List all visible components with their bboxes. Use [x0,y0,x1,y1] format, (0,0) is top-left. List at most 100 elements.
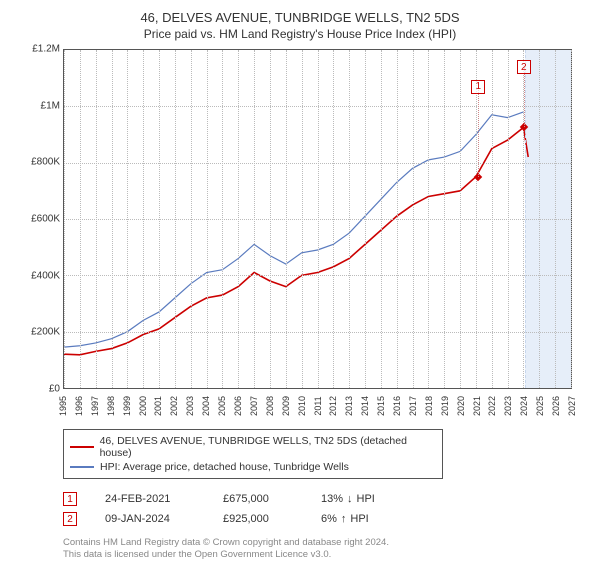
gridline-v [381,50,382,388]
x-axis-label: 2025 [535,396,545,416]
gridline-v [80,50,81,388]
x-axis-label: 2002 [169,396,179,416]
plot-region: 12 [63,49,572,389]
sale-price: £675,000 [223,493,293,505]
hpi-label: HPI [357,493,375,505]
gridline-v [207,50,208,388]
gridline-v [476,50,477,388]
y-axis-label: £0 [18,384,60,395]
gridline-v [333,50,334,388]
gridline-v [444,50,445,388]
gridline-v [302,50,303,388]
series-price_paid [64,127,528,354]
gridline-v [397,50,398,388]
x-axis-label: 1999 [122,396,132,416]
y-axis-label: £400K [18,270,60,281]
x-axis-label: 2006 [233,396,243,416]
legend-row: 46, DELVES AVENUE, TUNBRIDGE WELLS, TN2 … [70,434,436,460]
sale-date: 24-FEB-2021 [105,493,195,505]
gridline-v [460,50,461,388]
footer: Contains HM Land Registry data © Crown c… [63,537,582,562]
sale-price: £925,000 [223,513,293,525]
x-axis-label: 2001 [153,396,163,416]
x-axis-label: 2013 [344,396,354,416]
legend-text: HPI: Average price, detached house, Tunb… [100,461,349,473]
gridline-v [127,50,128,388]
footer-line1: Contains HM Land Registry data © Crown c… [63,537,582,549]
sale-row-marker: 1 [63,492,77,506]
y-axis-label: £800K [18,157,60,168]
x-axis-label: 2018 [424,396,434,416]
gridline-v [64,50,65,388]
gridline-v [159,50,160,388]
gridline-v [112,50,113,388]
gridline-v [428,50,429,388]
y-axis-label: £1.2M [18,44,60,55]
x-axis-label: 2014 [360,396,370,416]
gridline-v [413,50,414,388]
gridline-v [555,50,556,388]
x-axis-label: 2012 [328,396,338,416]
x-axis-label: 2017 [408,396,418,416]
x-axis-label: 2016 [392,396,402,416]
gridline-v [96,50,97,388]
sale-marker-label: 2 [517,60,531,74]
x-axis-label: 2005 [217,396,227,416]
hpi-label: HPI [350,513,368,525]
x-axis-label: 2008 [265,396,275,416]
series-hpi [64,112,523,347]
x-axis-label: 1997 [90,396,100,416]
gridline-v [571,50,572,388]
y-axis-label: £600K [18,214,60,225]
sales-row: 1 24-FEB-2021 £675,000 13% ↓ HPI [63,489,582,509]
marker-connector [524,67,525,127]
gridline-v [222,50,223,388]
x-axis-label: 2004 [201,396,211,416]
x-axis-label: 2011 [313,396,323,415]
arrow-up-icon: ↑ [341,513,347,525]
sale-marker-label: 1 [471,80,485,94]
x-axis-label: 1996 [74,396,84,416]
y-axis-label: £1M [18,100,60,111]
gridline-v [254,50,255,388]
x-axis-label: 2007 [249,396,259,416]
sale-pct-value: 13% [321,493,343,505]
x-axis-label: 2009 [281,396,291,416]
gridline-v [286,50,287,388]
sale-pct-vs-hpi: 6% ↑HPI [321,513,369,525]
x-axis-label: 2022 [487,396,497,416]
legend-swatch [70,466,94,468]
x-axis-label: 2027 [567,396,577,416]
arrow-down-icon: ↓ [347,493,353,505]
gridline-v [270,50,271,388]
x-axis-label: 2026 [551,396,561,416]
sale-pct-value: 6% [321,513,337,525]
legend-box: 46, DELVES AVENUE, TUNBRIDGE WELLS, TN2 … [63,429,443,479]
y-axis-label: £200K [18,327,60,338]
x-axis-label: 2024 [519,396,529,416]
x-axis-label: 2015 [376,396,386,416]
legend-text: 46, DELVES AVENUE, TUNBRIDGE WELLS, TN2 … [100,435,436,459]
sales-table: 1 24-FEB-2021 £675,000 13% ↓ HPI 2 09-JAN-2024 £… [63,489,582,529]
gridline-v [175,50,176,388]
gridline-v [365,50,366,388]
gridline-v [508,50,509,388]
legend-row: HPI: Average price, detached house, Tunb… [70,460,436,474]
x-axis-label: 2010 [297,396,307,416]
gridline-v [539,50,540,388]
x-axis-label: 1995 [58,396,68,416]
chart-area: 12 £0£200K£400K£600K£800K£1M£1.2M1995199… [18,49,582,419]
marker-connector [478,87,479,177]
x-axis-label: 2003 [185,396,195,416]
gridline-v [191,50,192,388]
x-axis-label: 2019 [440,396,450,416]
title-line1: 46, DELVES AVENUE, TUNBRIDGE WELLS, TN2 … [18,10,582,25]
legend-swatch [70,446,94,448]
sale-date: 09-JAN-2024 [105,513,195,525]
x-axis-label: 2020 [456,396,466,416]
title-line2: Price paid vs. HM Land Registry's House … [18,27,582,41]
sale-row-marker: 2 [63,512,77,526]
gridline-v [318,50,319,388]
figure-container: 46, DELVES AVENUE, TUNBRIDGE WELLS, TN2 … [0,0,600,560]
gridline-v [349,50,350,388]
